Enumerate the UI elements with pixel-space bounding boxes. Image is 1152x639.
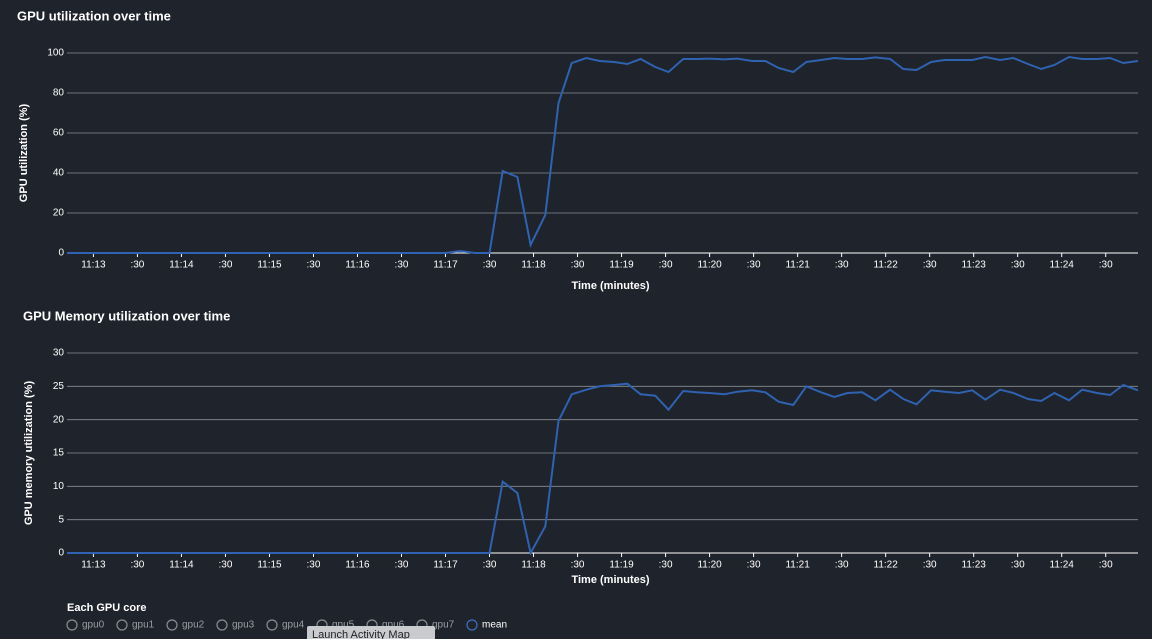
x-tick-label: :30: [1011, 260, 1025, 271]
x-tick-label: :30: [747, 260, 761, 271]
x-tick-label: :30: [1099, 260, 1113, 271]
radio: [266, 619, 278, 631]
radio: [66, 619, 78, 631]
button-label: Launch Activity Map: [312, 629, 410, 639]
x-tick-label: 11:17: [433, 260, 458, 271]
x-tick-label: 11:20: [697, 560, 722, 571]
x-tick-label: :30: [923, 260, 937, 271]
x-tick-label: :30: [1011, 560, 1025, 571]
x-tick-label: 11:23: [962, 560, 987, 571]
y-tick-label: 25: [53, 381, 65, 392]
x-tick-label: 11:13: [81, 560, 106, 571]
data-line: [67, 382, 1139, 556]
legend-label: gpu1: [132, 620, 155, 631]
y-tick-label: 20: [53, 414, 65, 425]
x-tick-label: 11:18: [521, 560, 546, 571]
x-tick-label: 11:15: [257, 260, 282, 271]
x-axis-label: Time (minutes): [571, 574, 649, 586]
chart-title: GPU Memory utilization over time: [23, 308, 230, 323]
x-tick-label: :30: [923, 560, 937, 571]
radio: [166, 619, 178, 631]
legend-label: gpu2: [182, 620, 205, 631]
legend-label: gpu3: [232, 620, 255, 631]
y-tick-label: 40: [53, 168, 65, 179]
x-tick-label: 11:16: [345, 260, 370, 271]
y-tick-label: 15: [53, 448, 65, 459]
x-tick-label: :30: [218, 260, 232, 271]
legend-item[interactable]: gpu4: [266, 619, 305, 631]
legend-item[interactable]: mean: [466, 619, 507, 631]
x-tick-label: 11:21: [785, 560, 810, 571]
x-tick-label: :30: [395, 560, 409, 571]
legend-item[interactable]: gpu3: [216, 619, 255, 631]
y-tick-label: 30: [53, 348, 65, 359]
y-tick-label: 10: [53, 481, 65, 492]
x-tick-label: :30: [395, 260, 409, 271]
x-tick-label: 11:22: [874, 260, 899, 271]
x-tick-label: :30: [307, 260, 321, 271]
x-tick-label: :30: [130, 260, 144, 271]
x-tick-label: 11:14: [169, 260, 194, 271]
x-tick-label: 11:22: [874, 560, 899, 571]
y-tick-label: 5: [58, 514, 64, 525]
x-tick-label: :30: [130, 560, 144, 571]
legend-item[interactable]: gpu1: [116, 619, 155, 631]
radio: [216, 619, 228, 631]
x-tick-label: :30: [571, 560, 585, 571]
x-tick-label: :30: [1099, 560, 1113, 571]
x-tick-label: 11:16: [345, 560, 370, 571]
x-tick-label: :30: [659, 560, 673, 571]
x-tick-label: :30: [571, 260, 585, 271]
legend-label: mean: [482, 620, 507, 631]
button[interactable]: Launch Activity Map: [307, 626, 435, 639]
x-tick-label: :30: [659, 260, 673, 271]
data-line: [67, 55, 1139, 254]
y-tick-label: 20: [53, 208, 65, 219]
y-tick-label: 100: [47, 48, 64, 59]
x-tick-label: 11:18: [521, 260, 546, 271]
x-tick-label: :30: [747, 560, 761, 571]
radio: [466, 619, 478, 631]
legend-title: Each GPU core: [67, 602, 146, 614]
button-bg: [307, 626, 435, 639]
legend-label: gpu0: [82, 620, 105, 631]
x-tick-label: :30: [218, 560, 232, 571]
x-axis-label: Time (minutes): [571, 280, 649, 292]
x-tick-label: 11:23: [962, 260, 987, 271]
y-tick-label: 0: [58, 248, 64, 259]
x-tick-label: :30: [307, 560, 321, 571]
radio: [116, 619, 128, 631]
x-tick-label: 11:14: [169, 560, 194, 571]
y-axis-label: GPU utilization (%): [18, 103, 30, 202]
x-tick-label: 11:24: [1050, 260, 1075, 271]
x-tick-label: :30: [835, 260, 849, 271]
x-tick-label: 11:21: [785, 260, 810, 271]
x-tick-label: 11:20: [697, 260, 722, 271]
legend-item[interactable]: gpu2: [166, 619, 205, 631]
legend-label: gpu5: [332, 620, 355, 631]
legend-label: gpu7: [432, 620, 455, 631]
y-axis-label: GPU memory utilization (%): [23, 381, 35, 526]
y-tick-label: 60: [53, 128, 65, 139]
chart-title: GPU utilization over time: [17, 8, 171, 23]
legend-item[interactable]: gpu0: [66, 619, 105, 631]
x-tick-label: 11:17: [433, 560, 458, 571]
y-tick-label: 80: [53, 88, 65, 99]
x-tick-label: :30: [835, 560, 849, 571]
x-tick-label: 11:24: [1050, 560, 1075, 571]
x-tick-label: :30: [483, 560, 497, 571]
x-tick-label: 11:13: [81, 260, 106, 271]
legend-label: gpu4: [282, 620, 305, 631]
x-tick-label: 11:19: [609, 260, 634, 271]
y-tick-label: 0: [58, 548, 64, 559]
legend-label: gpu6: [382, 620, 405, 631]
x-tick-label: :30: [483, 260, 497, 271]
x-tick-label: 11:19: [609, 560, 634, 571]
x-tick-label: 11:15: [257, 560, 282, 571]
